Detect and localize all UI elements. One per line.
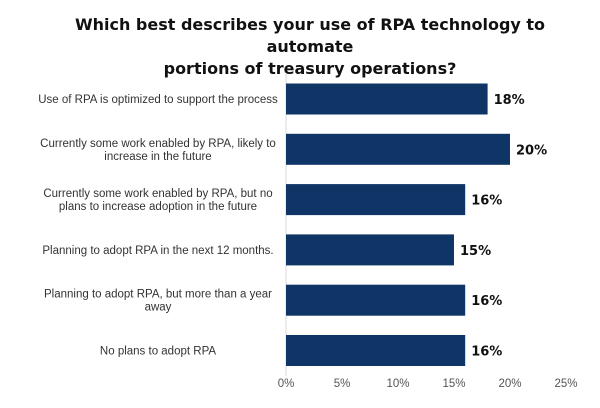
category-label: Planning to adopt RPA, but more than a y… [44, 289, 272, 314]
x-tick-label: 10% [386, 378, 409, 390]
data-label: 16% [471, 194, 502, 209]
bar [286, 234, 454, 266]
bar [286, 335, 466, 366]
chart-title: Which best describes your use of RPA tec… [74, 15, 546, 78]
category-label: No plans to adopt RPA [100, 346, 216, 358]
category-label: Use of RPA is optimized to support the p… [38, 94, 278, 106]
bar [286, 83, 488, 115]
bar [286, 184, 466, 216]
x-tick-label: 0% [278, 378, 295, 390]
bar [286, 133, 510, 165]
labels-layer: 18% Use of RPA is optimized to support th… [38, 93, 547, 360]
data-label: 18% [494, 93, 525, 108]
category-label: Planning to adopt RPA in the next 12 mon… [42, 245, 273, 257]
ticks-layer: 0% 5% 10% 15% 20% 25% [278, 378, 578, 390]
data-label: 15% [460, 244, 491, 259]
x-tick-label: 20% [498, 378, 521, 390]
x-tick-label: 15% [442, 378, 465, 390]
category-label: Currently some work enabled by RPA, like… [40, 138, 276, 163]
category-label: Currently some work enabled by RPA, but … [43, 188, 272, 213]
data-label: 20% [516, 143, 547, 158]
data-label: 16% [471, 345, 502, 360]
x-tick-label: 25% [554, 378, 577, 390]
bars-layer [286, 83, 510, 366]
data-label: 16% [471, 294, 502, 309]
x-tick-label: 5% [334, 378, 351, 390]
bar [286, 284, 466, 316]
